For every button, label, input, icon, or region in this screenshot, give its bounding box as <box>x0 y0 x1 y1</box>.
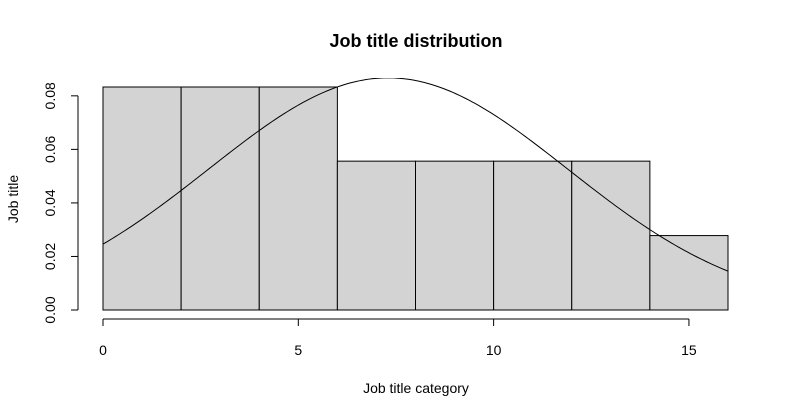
x-tick-label-2: 10 <box>486 342 502 358</box>
chart-title: Job title distribution <box>330 31 503 51</box>
histogram-bar-6 <box>493 160 573 311</box>
histogram-bar-7 <box>571 160 651 311</box>
x-tick-label-1: 5 <box>294 342 302 358</box>
y-tick-label-1: 0.02 <box>42 243 58 270</box>
curve-group <box>102 78 729 272</box>
histogram-bar-3 <box>258 86 338 311</box>
x-axis: 0 5 10 15 <box>99 318 697 358</box>
x-tick-label-3: 15 <box>681 342 697 358</box>
x-tick-label-0: 0 <box>99 342 107 358</box>
histogram-bar-8 <box>649 235 729 311</box>
y-axis: 0.00 0.02 0.04 0.06 0.08 <box>42 82 79 324</box>
histogram-bar-4 <box>336 160 416 311</box>
histogram-bar-1 <box>102 86 182 311</box>
y-axis-label: Job title <box>5 175 21 223</box>
y-tick-label-2: 0.04 <box>42 189 58 216</box>
x-axis-label: Job title category <box>363 380 469 396</box>
histogram-bar-5 <box>415 160 495 311</box>
y-tick-label-3: 0.06 <box>42 136 58 163</box>
bars-group <box>102 86 729 311</box>
y-tick-label-0: 0.00 <box>42 296 58 323</box>
y-tick-label-4: 0.08 <box>42 82 58 109</box>
density-curve <box>102 78 729 272</box>
histogram-bar-2 <box>180 86 260 311</box>
